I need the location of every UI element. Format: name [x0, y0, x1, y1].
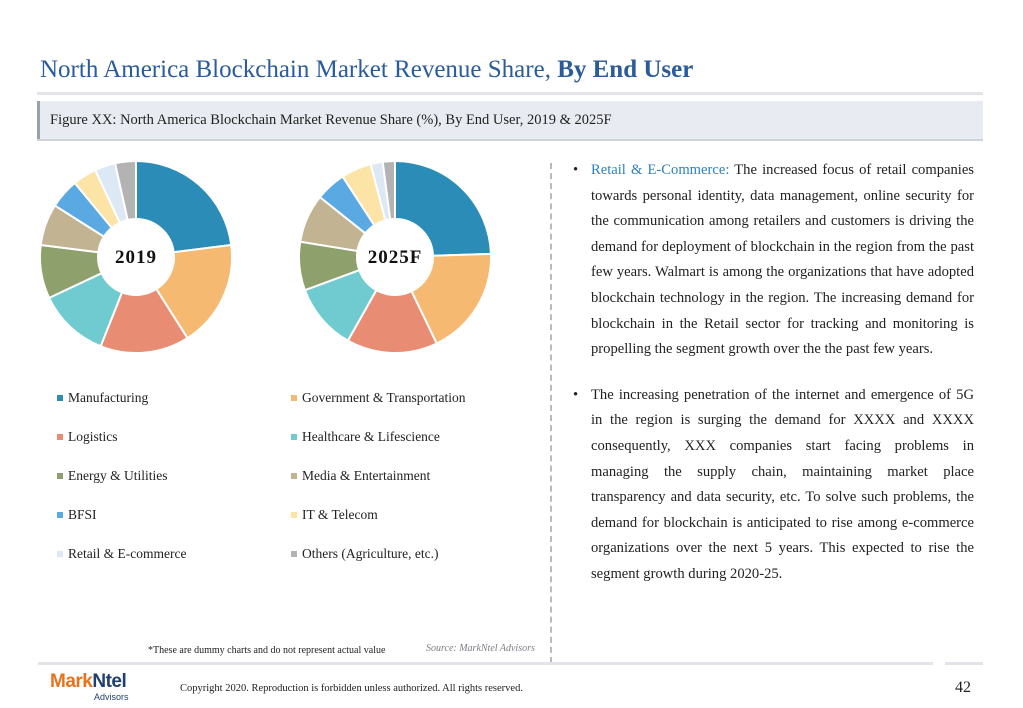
page-title-main: North America Blockchain Market Revenue … — [40, 56, 551, 83]
donut-chart-2019 — [39, 159, 233, 354]
bullet-internet: • The increasing penetration of the inter… — [572, 383, 974, 588]
donut-slice-manufacturing — [135, 159, 233, 254]
legend-label: Government & Transportation — [302, 390, 466, 405]
legend-swatch — [57, 551, 63, 557]
legend-swatch — [57, 473, 63, 479]
legend-swatch — [291, 434, 297, 440]
logo-subtitle: Advisors — [94, 692, 129, 702]
legend-label: Energy & Utilities — [68, 468, 168, 483]
donut-slice-logistics — [99, 287, 189, 354]
donut-slice-manufacturing — [394, 159, 492, 257]
legend-label: Retail & E-commerce — [68, 546, 187, 561]
donut-slice-government-transportation — [154, 243, 233, 340]
legend-swatch — [291, 551, 297, 557]
legend-label: Logistics — [68, 429, 118, 444]
donut-label-2025f: 2025F — [367, 247, 423, 268]
bullet-text: The increasing penetration of the intern… — [591, 386, 974, 582]
legend-swatch — [291, 473, 297, 479]
column-divider — [550, 163, 552, 663]
legend-label: Healthcare & Lifescience — [302, 429, 440, 444]
analysis-bullets: • Retail & E-Commerce: The increased focu… — [572, 158, 974, 588]
bullet-dot: • — [573, 386, 579, 403]
donut-slice-government-transportation — [410, 252, 492, 345]
legend-item: Manufacturing — [57, 390, 148, 406]
page-number: 42 — [955, 679, 971, 696]
donut-label-2019: 2019 — [115, 247, 157, 268]
legend-item: Retail & E-commerce — [57, 546, 186, 562]
legend-label: BFSI — [68, 507, 97, 522]
legend-item: BFSI — [57, 507, 97, 523]
title-divider — [37, 92, 983, 95]
legend-item: Healthcare & Lifescience — [291, 429, 440, 445]
bullet-text: The increased focus of retail companies … — [591, 162, 974, 358]
legend-item: Others (Agriculture, etc.) — [291, 546, 438, 562]
legend-swatch — [291, 512, 297, 518]
page-title: North America Blockchain Market Revenue … — [40, 56, 693, 84]
legend-swatch — [291, 395, 297, 401]
legend-item: Media & Entertainment — [291, 468, 430, 484]
source-note: Source: MarkNtel Advisors — [426, 643, 535, 654]
footer-divider — [38, 662, 933, 665]
bullet-retail: • Retail & E-Commerce: The increased focu… — [572, 158, 974, 363]
footer-divider-right — [945, 662, 983, 665]
legend-label: Media & Entertainment — [302, 468, 431, 483]
dummy-chart-note: *These are dummy charts and do not repre… — [148, 645, 386, 656]
copyright-text: Copyright 2020. Reproduction is forbidde… — [180, 683, 523, 694]
legend-label: Others (Agriculture, etc.) — [302, 546, 439, 561]
legend-label: Manufacturing — [68, 390, 149, 405]
donut-chart-2025f — [298, 159, 492, 354]
donut-slice-others-agriculture-etc — [113, 159, 137, 222]
legend-swatch — [57, 434, 63, 440]
figure-caption-bar: Figure XX: North America Blockchain Mark… — [37, 101, 983, 139]
legend-item: Logistics — [57, 429, 118, 445]
logo-wordmark: MarkNtel — [50, 672, 129, 692]
legend-swatch — [57, 512, 63, 518]
bullet-dot: • — [573, 162, 579, 178]
legend-item: Energy & Utilities — [57, 468, 168, 484]
logo-ntel-text: Ntel — [92, 671, 127, 692]
bullet-highlight: Retail & E-Commerce: — [591, 162, 730, 178]
logo-mark-text: Mark — [50, 671, 93, 692]
donut-slice-others-agriculture-etc — [381, 159, 396, 221]
page-title-bold: By End User — [557, 56, 694, 83]
marknitel-logo: MarkNtel Advisors — [50, 672, 129, 703]
legend-swatch — [57, 395, 63, 401]
figure-caption: Figure XX: North America Blockchain Mark… — [50, 112, 612, 128]
legend-item: Government & Transportation — [291, 390, 466, 406]
legend-item: IT & Telecom — [291, 507, 378, 523]
legend-label: IT & Telecom — [302, 507, 378, 522]
